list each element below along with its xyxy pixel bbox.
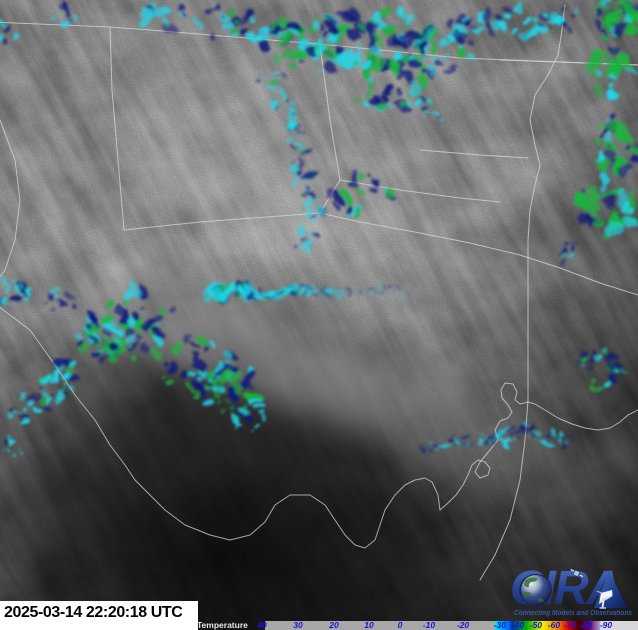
svg-text:Connecting Models and Observat: Connecting Models and Observations — [514, 610, 632, 617]
